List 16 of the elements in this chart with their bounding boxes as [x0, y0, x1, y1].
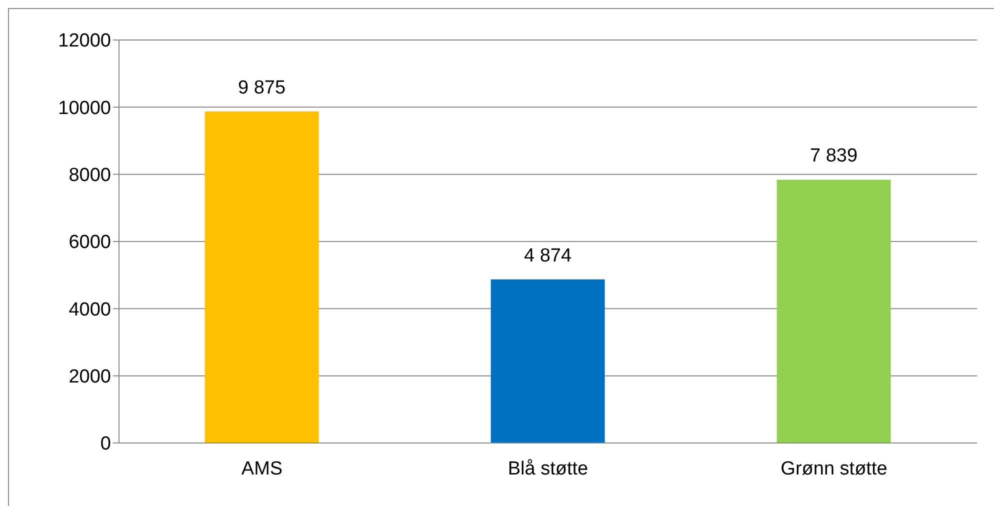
y-tick-label: 12000 — [58, 30, 111, 52]
y-tick-label: 2000 — [68, 366, 111, 388]
bar — [490, 279, 605, 443]
y-tick-label: 6000 — [68, 232, 111, 254]
x-tick-label: Grønn støtte — [780, 458, 888, 480]
data-label: 9 875 — [238, 77, 286, 98]
x-tick-label: Blå støtte — [508, 458, 588, 480]
bar — [776, 180, 891, 443]
data-label: 7 839 — [810, 146, 858, 167]
bar — [204, 111, 319, 443]
y-tick-label: 4000 — [68, 299, 111, 320]
data-label: 4 874 — [524, 245, 572, 266]
x-tick-label: AMS — [241, 458, 283, 480]
y-tick-label: 8000 — [68, 165, 111, 186]
y-tick-label: 10000 — [58, 98, 111, 119]
y-tick-label: 0 — [100, 434, 111, 455]
